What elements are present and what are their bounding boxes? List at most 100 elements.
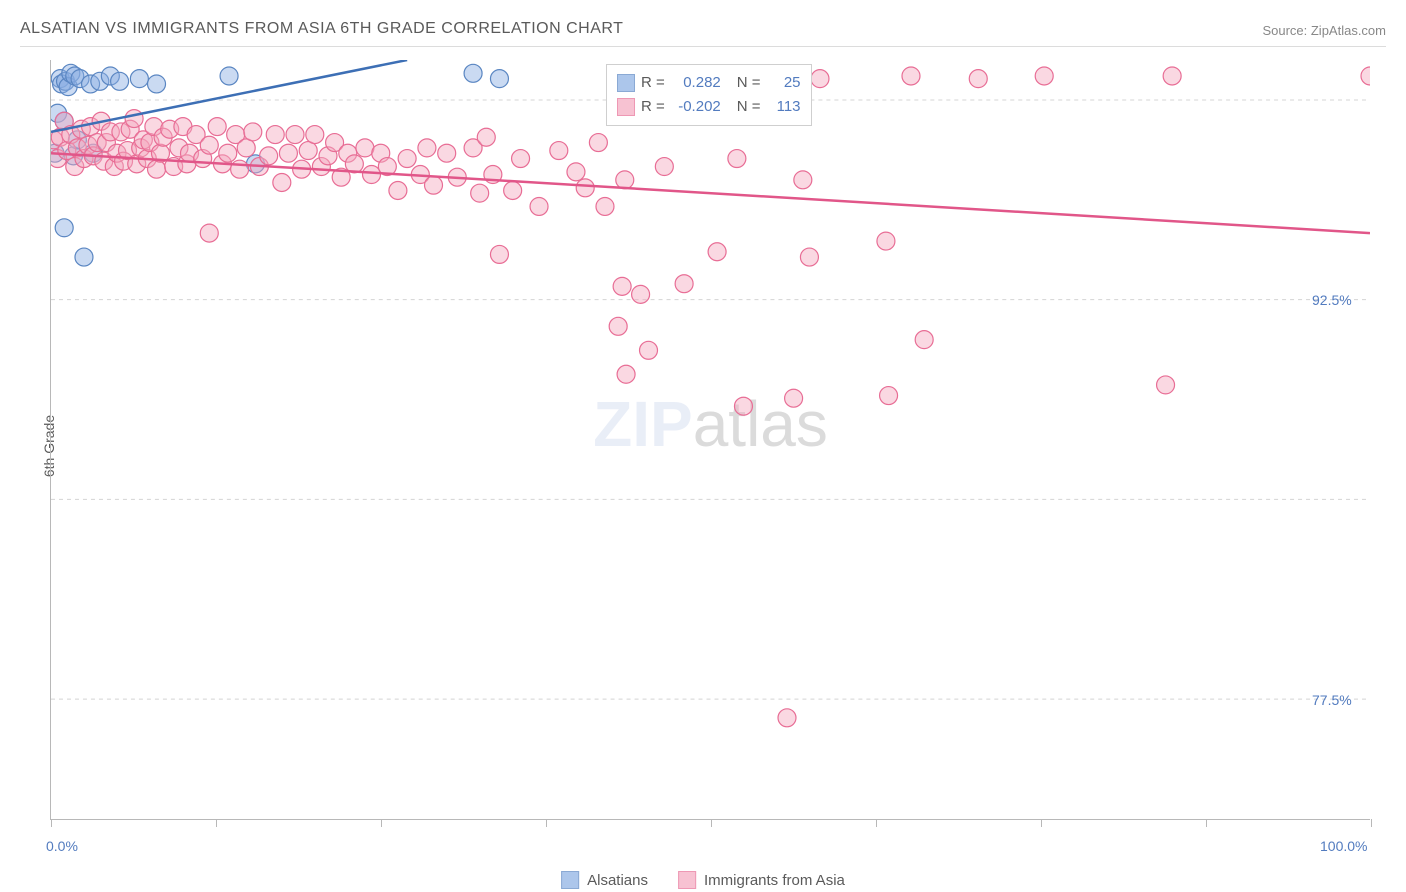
y-tick-label: 92.5% [1312, 292, 1352, 308]
scatter-point [477, 128, 495, 146]
x-tick [381, 819, 382, 827]
scatter-point [398, 150, 416, 168]
scatter-point [902, 67, 920, 85]
scatter-point [655, 158, 673, 176]
scatter-point [418, 139, 436, 157]
x-tick-label: 0.0% [46, 838, 78, 854]
trend-line [51, 153, 1370, 233]
scatter-point [363, 166, 381, 184]
scatter-point [471, 184, 489, 202]
scatter-point [576, 179, 594, 197]
stat-R-label: R = [641, 71, 665, 95]
source-label: Source: [1262, 23, 1310, 38]
scatter-point [778, 709, 796, 727]
chart-title: ALSATIAN VS IMMIGRANTS FROM ASIA 6TH GRA… [20, 20, 623, 38]
scatter-point [530, 197, 548, 215]
x-tick-label: 100.0% [1320, 838, 1367, 854]
stat-N-value: 113 [767, 95, 801, 119]
stat-N-label: N = [737, 71, 761, 95]
scatter-point [811, 70, 829, 88]
scatter-point [504, 182, 522, 200]
x-tick [876, 819, 877, 827]
legend-swatch [561, 871, 579, 889]
scatter-point [589, 134, 607, 152]
scatter-point [1157, 376, 1175, 394]
scatter-point [299, 142, 317, 160]
legend-swatch [678, 871, 696, 889]
scatter-point [640, 341, 658, 359]
scatter-point [286, 126, 304, 144]
legend-label: Immigrants from Asia [704, 872, 845, 889]
x-tick [546, 819, 547, 827]
scatter-point [273, 174, 291, 192]
scatter-point [260, 147, 278, 165]
scatter-point [877, 232, 895, 250]
scatter-point [1361, 67, 1370, 85]
scatter-point [55, 219, 73, 237]
scatter-point [1035, 67, 1053, 85]
x-tick [1041, 819, 1042, 827]
scatter-point [464, 64, 482, 82]
scatter-point [231, 160, 249, 178]
scatter-point [389, 182, 407, 200]
scatter-point [279, 144, 297, 162]
scatter-point [609, 317, 627, 335]
scatter-point [794, 171, 812, 189]
scatter-point [617, 365, 635, 383]
stat-R-value: 0.282 [671, 71, 721, 95]
y-tick-label: 77.5% [1312, 692, 1352, 708]
legend-bottom: Alsatians Immigrants from Asia [561, 871, 845, 889]
scatter-point [915, 331, 933, 349]
legend-swatch [617, 98, 635, 116]
scatter-point [148, 160, 166, 178]
x-tick [1206, 819, 1207, 827]
source-link[interactable]: ZipAtlas.com [1311, 23, 1386, 38]
stat-R-value: -0.202 [671, 95, 721, 119]
scatter-point [785, 389, 803, 407]
x-tick [711, 819, 712, 827]
x-tick [216, 819, 217, 827]
legend-label: Alsatians [587, 872, 648, 889]
scatter-point [490, 70, 508, 88]
scatter-point [219, 144, 237, 162]
stat-row: R =-0.202 N =113 [617, 95, 801, 119]
legend-item: Alsatians [561, 871, 648, 889]
stat-row: R =0.282N =25 [617, 71, 801, 95]
scatter-point [969, 70, 987, 88]
scatter-point [266, 126, 284, 144]
plot-area: ZIPatlas R =0.282N =25R =-0.202N =113 [50, 60, 1370, 820]
scatter-point [1163, 67, 1181, 85]
scatter-point [237, 139, 255, 157]
x-tick [51, 819, 52, 827]
scatter-point [244, 123, 262, 141]
legend-item: Immigrants from Asia [678, 871, 845, 889]
source-text: Source: ZipAtlas.com [1262, 23, 1386, 38]
scatter-point [208, 118, 226, 136]
scatter-point [220, 67, 238, 85]
scatter-point [148, 75, 166, 93]
scatter-point [567, 163, 585, 181]
stat-box: R =0.282N =25R =-0.202N =113 [606, 64, 812, 126]
scatter-point [880, 387, 898, 405]
scatter-point [728, 150, 746, 168]
scatter-point [111, 72, 129, 90]
scatter-point [130, 70, 148, 88]
legend-swatch [617, 74, 635, 92]
scatter-point [490, 245, 508, 263]
scatter-point [200, 224, 218, 242]
scatter-point [512, 150, 530, 168]
stat-N-label: N = [737, 95, 761, 119]
scatter-point [734, 397, 752, 415]
scatter-point [75, 248, 93, 266]
scatter-point [306, 126, 324, 144]
scatter-point [425, 176, 443, 194]
scatter-point [125, 110, 143, 128]
scatter-point [632, 285, 650, 303]
scatter-point [800, 248, 818, 266]
scatter-point [708, 243, 726, 261]
scatter-point [200, 136, 218, 154]
x-tick [1371, 819, 1372, 827]
stat-R-label: R = [641, 95, 665, 119]
scatter-point [613, 277, 631, 295]
scatter-point [596, 197, 614, 215]
